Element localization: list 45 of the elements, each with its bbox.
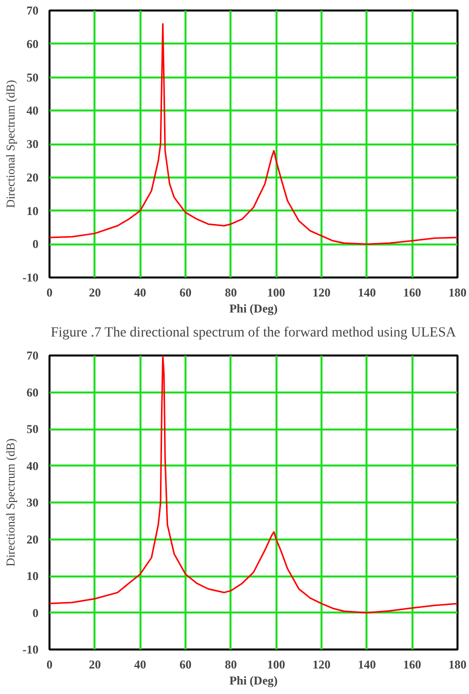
x-tick-label: 40 (134, 286, 146, 300)
y-tick-label: 60 (26, 36, 38, 51)
x-tick-label: 60 (180, 286, 192, 300)
y-tick-label: -10 (22, 270, 39, 284)
y-tick-label: 30 (26, 496, 38, 510)
y-tick-label: 70 (26, 4, 38, 18)
y-tick-label: 50 (26, 422, 38, 436)
x-axis-title: Phi (Deg) (229, 302, 278, 316)
x-tick-label: 80 (224, 286, 237, 300)
x-tick-label: 100 (267, 658, 286, 672)
x-tick-label: 20 (88, 286, 101, 300)
y-tick-label: 60 (26, 385, 38, 400)
x-tick-label: 120 (312, 658, 330, 672)
x-tick-label: 0 (46, 286, 52, 300)
x-tick-label: 180 (448, 658, 466, 672)
x-axis-title: Phi (Deg) (229, 674, 278, 688)
y-tick-label: 50 (26, 70, 38, 84)
y-tick-label: 40 (26, 104, 38, 118)
y-axis-title: Directional Spectrum (dB) (4, 438, 18, 566)
y-tick-label: 10 (26, 204, 38, 218)
x-tick-label: 140 (358, 658, 376, 672)
y-tick-label: 20 (26, 170, 38, 184)
x-tick-label: 80 (224, 658, 237, 672)
x-tick-label: 100 (267, 286, 286, 300)
x-tick-label: 60 (180, 658, 192, 672)
line-series (50, 356, 458, 614)
y-tick-label: 0 (32, 237, 38, 252)
y-tick-label: -10 (22, 642, 39, 656)
y-axis-title: Directional Spectrum (dB) (4, 80, 18, 208)
x-tick-label: 0 (46, 658, 52, 672)
x-tick-label: 160 (403, 286, 422, 300)
y-tick-label: 0 (32, 606, 38, 620)
y-tick-label: 30 (26, 137, 38, 151)
x-tick-label: 140 (358, 286, 376, 300)
y-tick-label: 70 (26, 348, 38, 362)
x-tick-label: 40 (134, 658, 146, 672)
x-tick-label: 20 (88, 658, 101, 672)
line-series (50, 23, 458, 245)
y-tick-label: 10 (26, 569, 38, 583)
y-tick-label: 40 (26, 458, 38, 473)
x-tick-label: 120 (312, 286, 330, 300)
x-tick-label: 160 (403, 658, 422, 672)
y-tick-label: 20 (26, 532, 38, 546)
x-tick-label: 180 (448, 286, 466, 300)
text: Figure .7 The directional spectrum of the forward method using ULESA (50, 326, 457, 340)
